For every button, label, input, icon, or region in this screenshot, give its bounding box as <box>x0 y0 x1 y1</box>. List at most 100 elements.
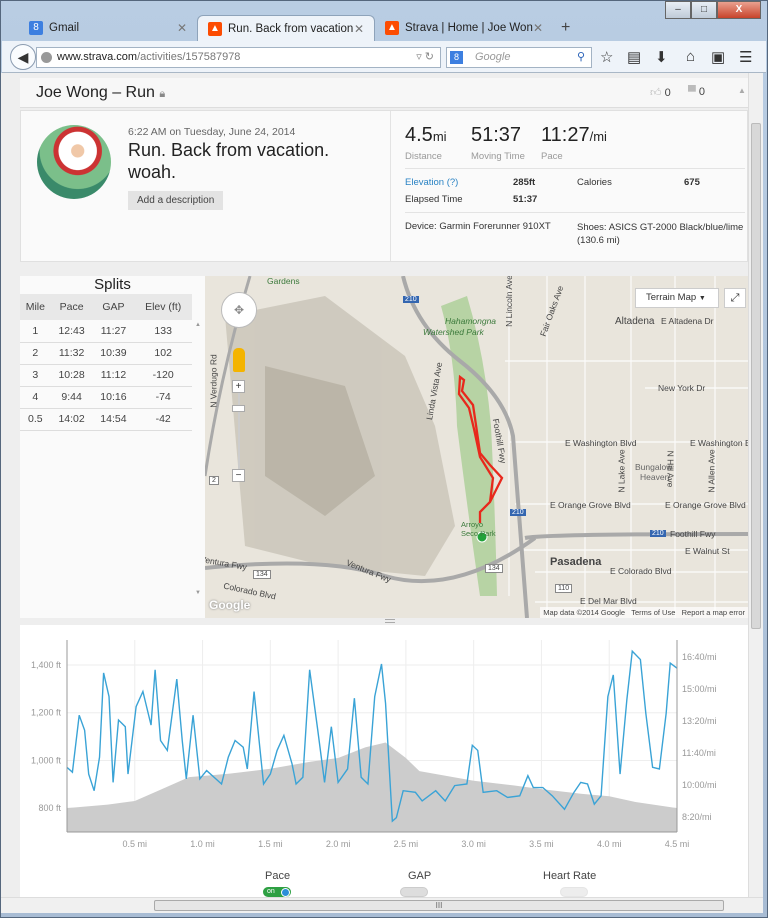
x-tick-label: 3.0 mi <box>461 839 486 849</box>
map-canvas <box>205 276 748 618</box>
download-icon[interactable]: ⬇ <box>655 49 668 66</box>
scroll-thumb[interactable] <box>751 123 761 629</box>
map-label: Gardens <box>267 276 300 286</box>
tab-activity[interactable]: ▲ Run. Back from vacation. ...✕ <box>197 15 375 41</box>
x-tick-label: 4.5 mi <box>665 839 690 849</box>
map-label: E Washington Bl <box>690 438 748 448</box>
y-right-tick-label: 15:00/mi <box>682 684 717 694</box>
bookmark-star-icon[interactable]: ☆ <box>600 49 614 66</box>
route-map[interactable]: Hahamongna Watershed Park Gardens Altade… <box>205 276 748 618</box>
pace-toggle[interactable]: on <box>263 887 291 897</box>
zoom-in-button[interactable]: + <box>232 380 245 393</box>
search-input[interactable]: 8 Google ⚲ <box>446 47 592 68</box>
col-mile: Mile <box>20 294 51 320</box>
minimize-button[interactable]: – <box>665 1 691 19</box>
x-tick-label: 3.5 mi <box>529 839 554 849</box>
avatar[interactable] <box>37 125 111 199</box>
street-view-pegman-icon[interactable] <box>233 348 245 372</box>
terms-link[interactable]: Terms of Use <box>631 608 676 617</box>
split-row[interactable]: 1 12:43 11:27 133 <box>20 320 192 343</box>
zoom-slider[interactable] <box>238 391 240 476</box>
split-row[interactable]: 4 9:44 10:16 -74 <box>20 386 192 409</box>
tab-gmail[interactable]: 8 Gmail ✕ <box>19 15 197 41</box>
split-cell: 11:27 <box>92 320 135 343</box>
split-cell: 2 <box>20 342 51 365</box>
map-label: New York Dr <box>658 383 706 393</box>
split-cell: 3 <box>20 364 51 387</box>
fullscreen-button[interactable]: ⤢ <box>724 288 746 308</box>
y-left-tick-label: 1,400 ft <box>31 660 62 670</box>
collapse-arrow-icon[interactable]: ▲ <box>738 86 746 95</box>
pan-control[interactable]: ✥ <box>221 292 257 328</box>
tab-label: Strava | Home | Joe Wong <box>405 22 533 34</box>
zoom-slider-handle[interactable] <box>232 405 245 412</box>
horizontal-scrollbar[interactable]: III <box>1 897 763 913</box>
pace-value: 11:27/mi <box>541 124 607 146</box>
route-shield: 134 <box>253 570 271 579</box>
gap-toggle[interactable] <box>400 887 428 897</box>
y-left-tick-label: 800 ft <box>38 803 61 813</box>
maximize-button[interactable]: □ <box>691 1 717 19</box>
split-cell: 1 <box>20 320 51 343</box>
split-cell: 10:39 <box>92 342 135 365</box>
y-right-tick-label: 13:20/mi <box>682 716 717 726</box>
tab-label: Gmail <box>49 22 80 34</box>
search-placeholder: Google <box>475 51 511 63</box>
elevation-area <box>67 742 677 832</box>
map-label: Watershed Park <box>423 327 484 337</box>
strava-icon: ▲ <box>385 21 399 35</box>
map-label: E Orange Grove Blvd <box>665 500 746 510</box>
comments-button[interactable]: ▀ 0 <box>688 86 705 98</box>
evernote-icon[interactable]: ▣ <box>711 49 726 66</box>
heart-rate-toggle[interactable] <box>560 887 588 897</box>
device-info: Device: Garmin Forerunner 910XT <box>405 221 551 232</box>
elapsed-time-label: Elapsed Time <box>405 194 463 205</box>
map-label: E Colorado Blvd <box>610 566 672 576</box>
google-icon: 8 <box>450 51 463 64</box>
home-icon[interactable]: ⌂ <box>686 48 696 65</box>
back-button[interactable]: ◀ <box>10 44 36 70</box>
add-description-button[interactable]: Add a description <box>128 191 224 210</box>
y-right-tick-label: 8:20/mi <box>682 812 712 822</box>
split-row[interactable]: 3 10:28 11:12 -120 <box>20 364 192 387</box>
splits-scrollbar[interactable]: ▲ ▼ <box>195 322 201 596</box>
toggle-label-pace: Pace <box>265 870 291 882</box>
resize-handle[interactable] <box>385 619 395 623</box>
split-row[interactable]: 0.5 14:02 14:54 -42 <box>20 408 192 431</box>
tab-strava-home[interactable]: ▲ Strava | Home | Joe Wong ✕ <box>375 15 553 41</box>
split-cell: 10:28 <box>50 364 93 387</box>
reading-list-icon[interactable]: ▤ <box>627 49 642 66</box>
new-tab-button[interactable]: + <box>561 19 571 36</box>
report-link[interactable]: Report a map error <box>681 608 745 617</box>
map-label: E Walnut St <box>685 546 730 556</box>
x-tick-label: 1.5 mi <box>258 839 283 849</box>
close-tab-icon[interactable]: ✕ <box>532 21 543 35</box>
map-label: Heaven <box>640 472 670 482</box>
close-tab-icon[interactable]: ✕ <box>353 21 364 36</box>
reload-icon[interactable]: ▿ ↻ <box>416 51 434 63</box>
map-label: N Hill Ave <box>665 450 676 488</box>
menu-icon[interactable]: ☰ <box>739 49 753 66</box>
start-marker[interactable] <box>476 531 488 543</box>
elevation-pace-chart[interactable]: 0.5 mi 1.0 mi 1.5 mi 2.0 mi 2.5 mi 3.0 mi 3.5 … <box>20 625 748 897</box>
route-shield: 2 <box>209 476 219 485</box>
y-right-tick-label: 10:00/mi <box>682 780 717 790</box>
splits-panel: Splits Mile Pace GAP Elev (ft) 1 12:43 11:27 1… <box>20 276 205 618</box>
zoom-out-button[interactable]: − <box>232 469 245 482</box>
map-attribution: Map data ©2014 Google Terms of Use Repor… <box>540 607 748 618</box>
scroll-thumb[interactable]: III <box>154 900 724 911</box>
split-cell: 11:12 <box>92 364 135 387</box>
kudos-button[interactable]: 👍︎ 0 <box>650 87 671 99</box>
route-shield: 210 <box>510 509 526 516</box>
url-bar[interactable]: www.strava.com/activities/157587978 ▿ ↻ <box>36 47 441 68</box>
split-cell: -42 <box>134 408 192 431</box>
activity-datetime: 6:22 AM on Tuesday, June 24, 2014 <box>128 126 296 138</box>
search-icon[interactable]: ⚲ <box>576 51 585 63</box>
close-window-button[interactable]: X <box>717 1 761 19</box>
split-row[interactable]: 2 11:32 10:39 102 <box>20 342 192 365</box>
close-tab-icon[interactable]: ✕ <box>176 21 187 35</box>
elevation-help-link[interactable]: Elevation (?) <box>405 177 459 188</box>
map-type-select[interactable]: Terrain Map ▼ <box>635 288 719 308</box>
vertical-scrollbar[interactable] <box>748 73 763 897</box>
map-label: E Washington Blvd <box>565 438 637 448</box>
